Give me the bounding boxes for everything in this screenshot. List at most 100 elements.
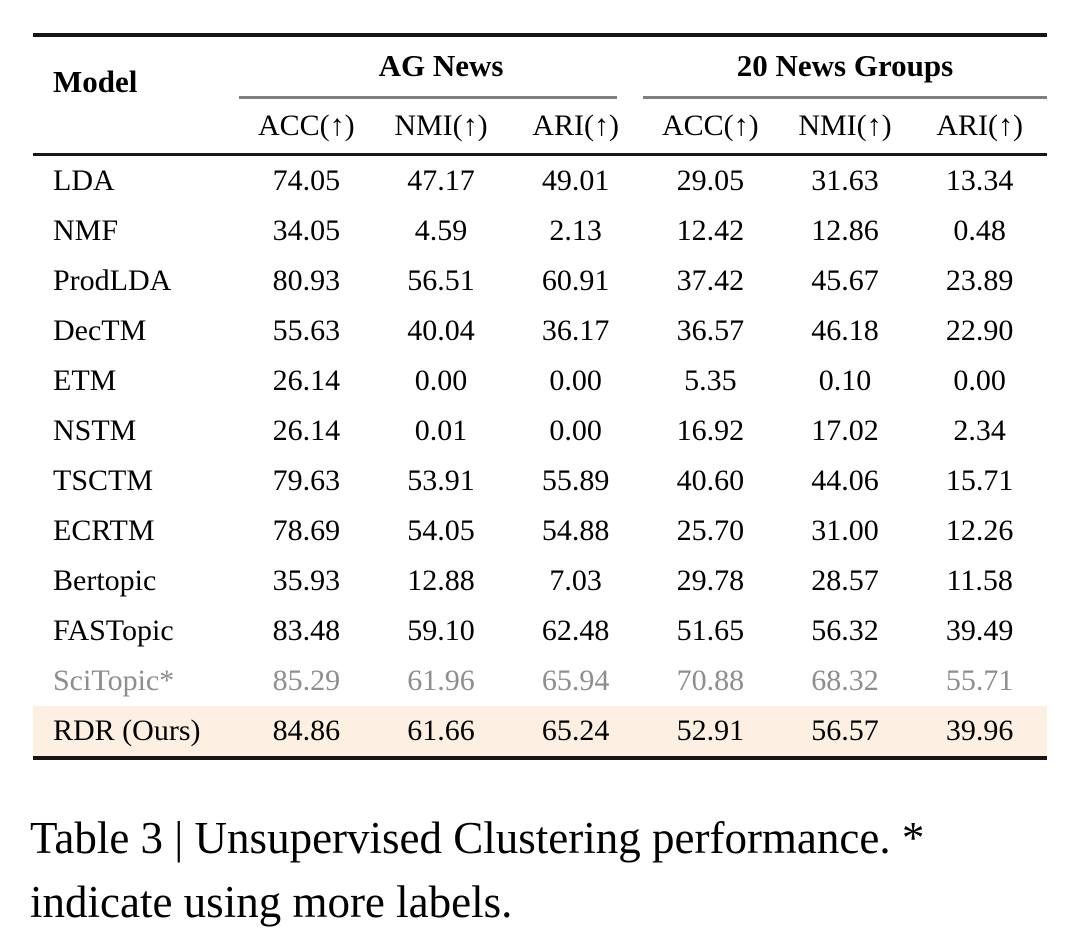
group-header-20-news-groups: 20 News Groups — [736, 48, 954, 83]
metric-value: 65.24 — [508, 706, 643, 760]
metric-value: 54.88 — [541, 514, 610, 547]
metric-value: 54.05 — [407, 514, 475, 547]
metric-value: 2.34 — [953, 414, 1006, 447]
metric-value: 78.69 — [272, 514, 341, 547]
metric-value: 29.78 — [676, 564, 745, 597]
metric-value: 12.42 — [676, 214, 745, 247]
metric-value: 47.17 — [407, 164, 475, 197]
metric-value: 40.60 — [676, 464, 745, 497]
table-caption: Table 3 | Unsupervised Clustering perfor… — [30, 806, 1047, 935]
metric-value: 51.65 — [676, 614, 745, 647]
metric-value: 22.90 — [945, 314, 1014, 347]
metric-value: 60.91 — [541, 264, 610, 297]
metric-value: 36.17 — [541, 314, 610, 347]
metric-value: 46.18 — [811, 314, 879, 347]
table-row: ECRTM 78.69 54.05 54.88 25.70 31.00 12.26 — [33, 506, 1047, 556]
caption-line-1: Table 3 | Unsupervised Clustering perfor… — [30, 813, 925, 863]
results-table: Model AG News 20 News Groups ACC(↑) NMI(… — [33, 33, 1047, 760]
metric-value: 0.00 — [549, 414, 602, 447]
column-header-20ng-nmi: NMI(↑) — [777, 99, 913, 156]
metric-value: 44.06 — [811, 464, 879, 497]
metric-value: 12.86 — [811, 214, 879, 247]
table-row: NMF 34.05 4.59 2.13 12.42 12.86 0.48 — [33, 206, 1047, 256]
metric-value: 55.89 — [541, 464, 610, 497]
metric-value: 12.88 — [407, 564, 475, 597]
table-row: LDA 74.05 47.17 49.01 29.05 31.63 13.34 — [33, 155, 1047, 207]
metric-value: 31.00 — [811, 514, 879, 547]
column-header-20ng-ari: ARI(↑) — [912, 99, 1047, 156]
metric-header-row: ACC(↑) NMI(↑) ARI(↑) ACC(↑) NMI(↑) ARI(↑… — [33, 99, 1047, 156]
model-name: ProdLDA — [53, 264, 172, 297]
metric-value: 83.48 — [272, 614, 341, 647]
metric-value: 0.01 — [414, 414, 468, 447]
ag-news-underline-rule — [239, 95, 617, 99]
metric-value: 55.63 — [272, 314, 341, 347]
table-row: TSCTM 79.63 53.91 55.89 40.60 44.06 15.71 — [33, 456, 1047, 506]
metric-value: 55.71 — [945, 664, 1014, 697]
metric-value: 15.71 — [945, 464, 1014, 497]
group-header-row: Model AG News 20 News Groups — [33, 35, 1047, 156]
model-name: RDR (Ours) — [33, 706, 239, 760]
model-name: ETM — [53, 364, 117, 397]
metric-value: 59.10 — [407, 614, 475, 647]
table-row: SciTopic* 85.29 61.96 65.94 70.88 68.32 55.71 — [33, 656, 1047, 706]
model-name: Bertopic — [53, 564, 157, 597]
model-name: DecTM — [53, 314, 147, 347]
metric-value: 0.00 — [549, 364, 602, 397]
metric-value: 23.89 — [945, 264, 1014, 297]
metric-value: 31.63 — [811, 164, 879, 197]
model-name: TSCTM — [53, 464, 154, 497]
metric-value: 5.35 — [684, 364, 737, 397]
caption-line-2: indicate using more labels. — [30, 877, 513, 928]
model-name: ECRTM — [53, 514, 155, 547]
metric-value: 16.92 — [676, 414, 745, 447]
metric-value: 39.49 — [945, 614, 1014, 647]
column-header-ag-acc: ACC(↑) — [239, 99, 374, 156]
metric-value: 56.32 — [811, 614, 879, 647]
metric-value: 70.88 — [676, 664, 745, 697]
metric-value: 13.34 — [945, 164, 1014, 197]
metric-value: 7.03 — [549, 564, 602, 597]
metric-value: 11.58 — [946, 564, 1013, 597]
metric-value: 0.48 — [953, 214, 1006, 247]
metric-value: 26.14 — [272, 364, 341, 397]
column-header-20ng-acc: ACC(↑) — [643, 99, 778, 156]
table-row: DecTM 55.63 40.04 36.17 36.57 46.18 22.90 — [33, 306, 1047, 356]
metric-value: 4.59 — [414, 214, 468, 247]
metric-value: 0.00 — [953, 364, 1006, 397]
metric-value: 26.14 — [272, 414, 341, 447]
table-header: Model AG News 20 News Groups ACC(↑) NMI(… — [33, 35, 1047, 156]
metric-value: 61.66 — [373, 706, 509, 760]
metric-value: 74.05 — [272, 164, 341, 197]
metric-value: 25.70 — [676, 514, 745, 547]
table-row: RDR (Ours) 84.86 61.66 65.24 52.91 56.57 39.96 — [33, 706, 1047, 760]
metric-value: 61.96 — [407, 664, 475, 697]
model-column-header: Model — [33, 35, 239, 156]
metric-value: 65.94 — [541, 664, 610, 697]
metric-value: 79.63 — [272, 464, 341, 497]
metric-value: 39.96 — [912, 706, 1047, 760]
metric-value: 84.86 — [239, 706, 374, 760]
model-name: LDA — [53, 164, 115, 197]
metric-value: 52.91 — [643, 706, 778, 760]
column-header-ag-nmi: NMI(↑) — [373, 99, 509, 156]
metric-value: 53.91 — [407, 464, 475, 497]
metric-value: 40.04 — [407, 314, 475, 347]
cmidrule-row — [33, 95, 1047, 99]
metric-value: 56.57 — [777, 706, 913, 760]
metric-value: 80.93 — [272, 264, 341, 297]
model-name: NMF — [53, 214, 119, 247]
model-name: FASTopic — [53, 614, 174, 647]
table-row: ProdLDA 80.93 56.51 60.91 37.42 45.67 23.89 — [33, 256, 1047, 306]
table-row: Bertopic 35.93 12.88 7.03 29.78 28.57 11.58 — [33, 556, 1047, 606]
table-row: FASTopic 83.48 59.10 62.48 51.65 56.32 39.49 — [33, 606, 1047, 656]
metric-value: 28.57 — [811, 564, 879, 597]
cmidrule-cell-ag-news — [239, 95, 643, 99]
metric-value: 45.67 — [811, 264, 879, 297]
metric-value: 0.10 — [818, 364, 872, 397]
table-body: LDA 74.05 47.17 49.01 29.05 31.63 13.34 NMF 34.0… — [33, 155, 1047, 760]
metric-value: 29.05 — [676, 164, 745, 197]
metric-value: 62.48 — [541, 614, 610, 647]
model-name: SciTopic* — [53, 664, 175, 697]
